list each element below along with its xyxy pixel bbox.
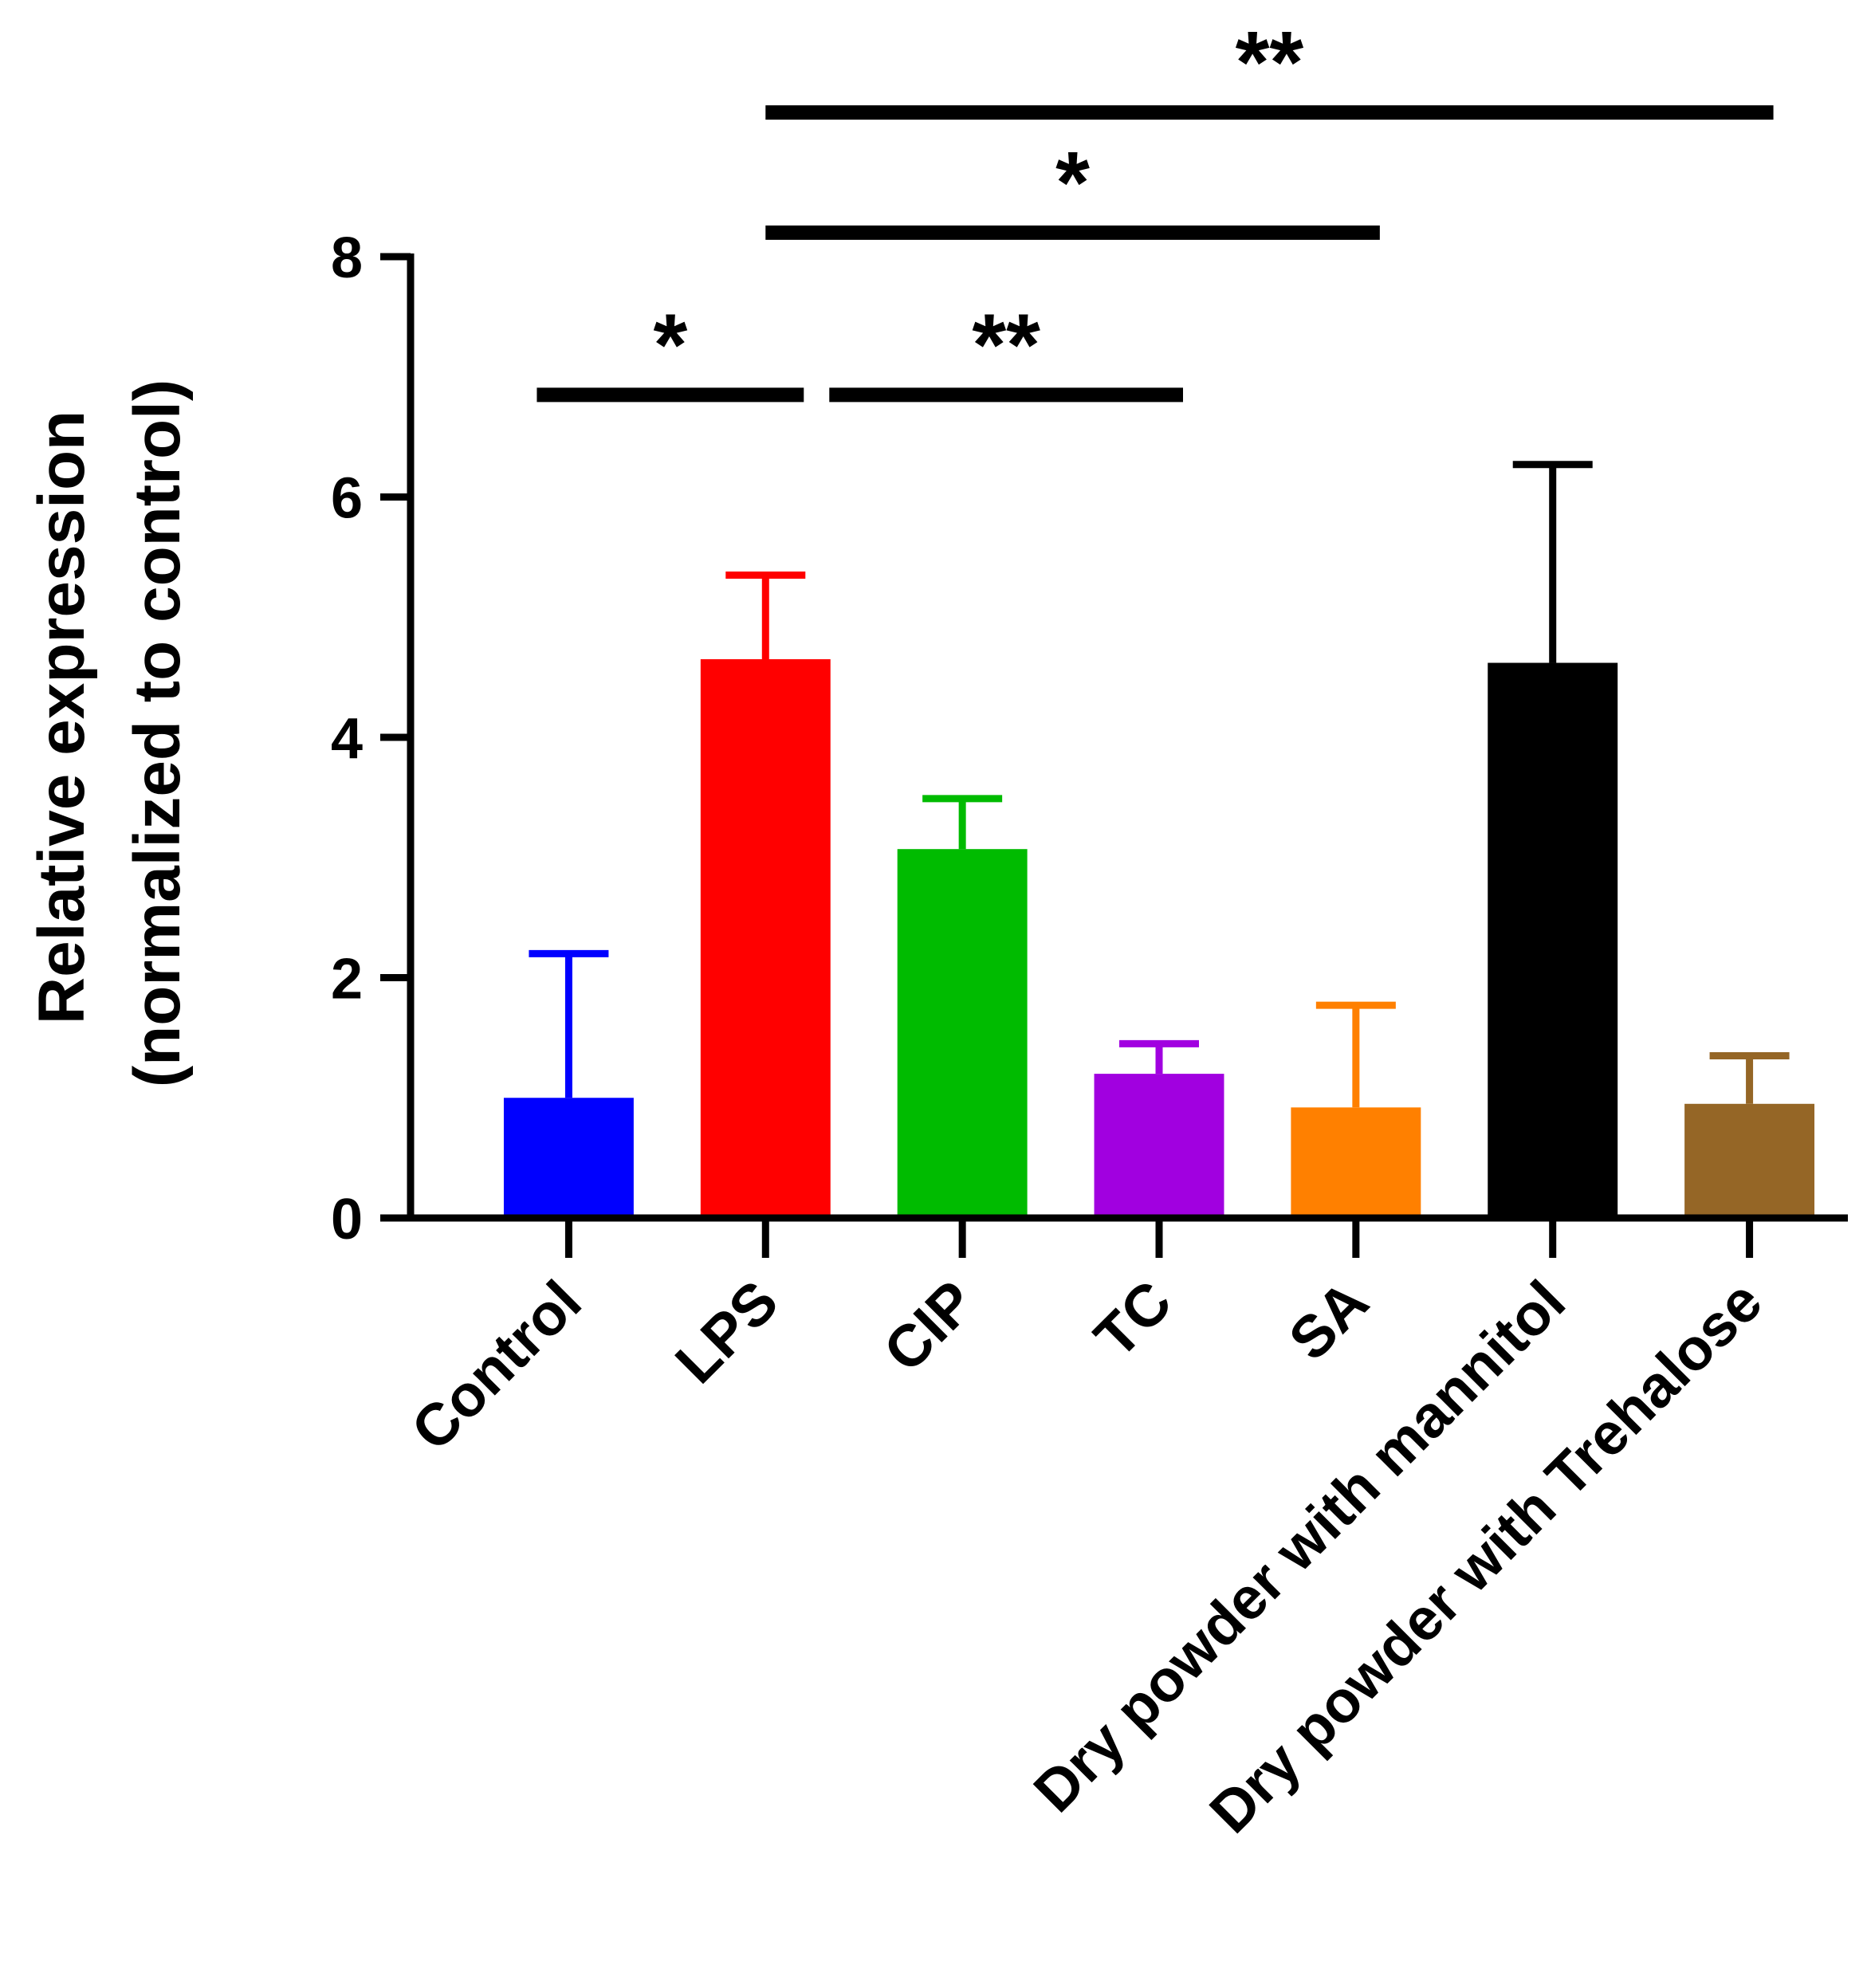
- bar-6: [1684, 1103, 1815, 1218]
- bar-0: [503, 1098, 634, 1218]
- significance-label-2: *: [1055, 134, 1090, 232]
- bar-1: [700, 659, 831, 1218]
- x-tick-label-4: SA: [1276, 1268, 1381, 1373]
- y-tick-label-3: 6: [331, 467, 363, 531]
- bar-5: [1488, 662, 1618, 1218]
- x-tick-label-2: CIP: [871, 1268, 988, 1385]
- y-tick-label-2: 4: [331, 707, 363, 771]
- bar-3: [1094, 1074, 1224, 1218]
- bar-4: [1291, 1107, 1421, 1218]
- significance-label-0: *: [653, 296, 687, 394]
- x-tick-label-1: LPS: [662, 1268, 790, 1396]
- y-tick-label-4: 8: [331, 226, 363, 290]
- y-tick-label-0: 0: [331, 1188, 363, 1251]
- bar-2: [897, 849, 1028, 1218]
- x-tick-label-0: Control: [399, 1268, 594, 1463]
- y-tick-label-1: 2: [331, 948, 363, 1012]
- y-axis-title: Relative expression (normalized to contr…: [26, 379, 194, 1087]
- x-tick-label-3: TC: [1082, 1268, 1184, 1370]
- significance-label-1: **: [972, 296, 1040, 394]
- significance-label-3: **: [1236, 14, 1304, 112]
- y-axis-title-line-1: Relative expression: [26, 411, 98, 1024]
- y-axis-title-line-2: (normalized to control): [121, 379, 194, 1087]
